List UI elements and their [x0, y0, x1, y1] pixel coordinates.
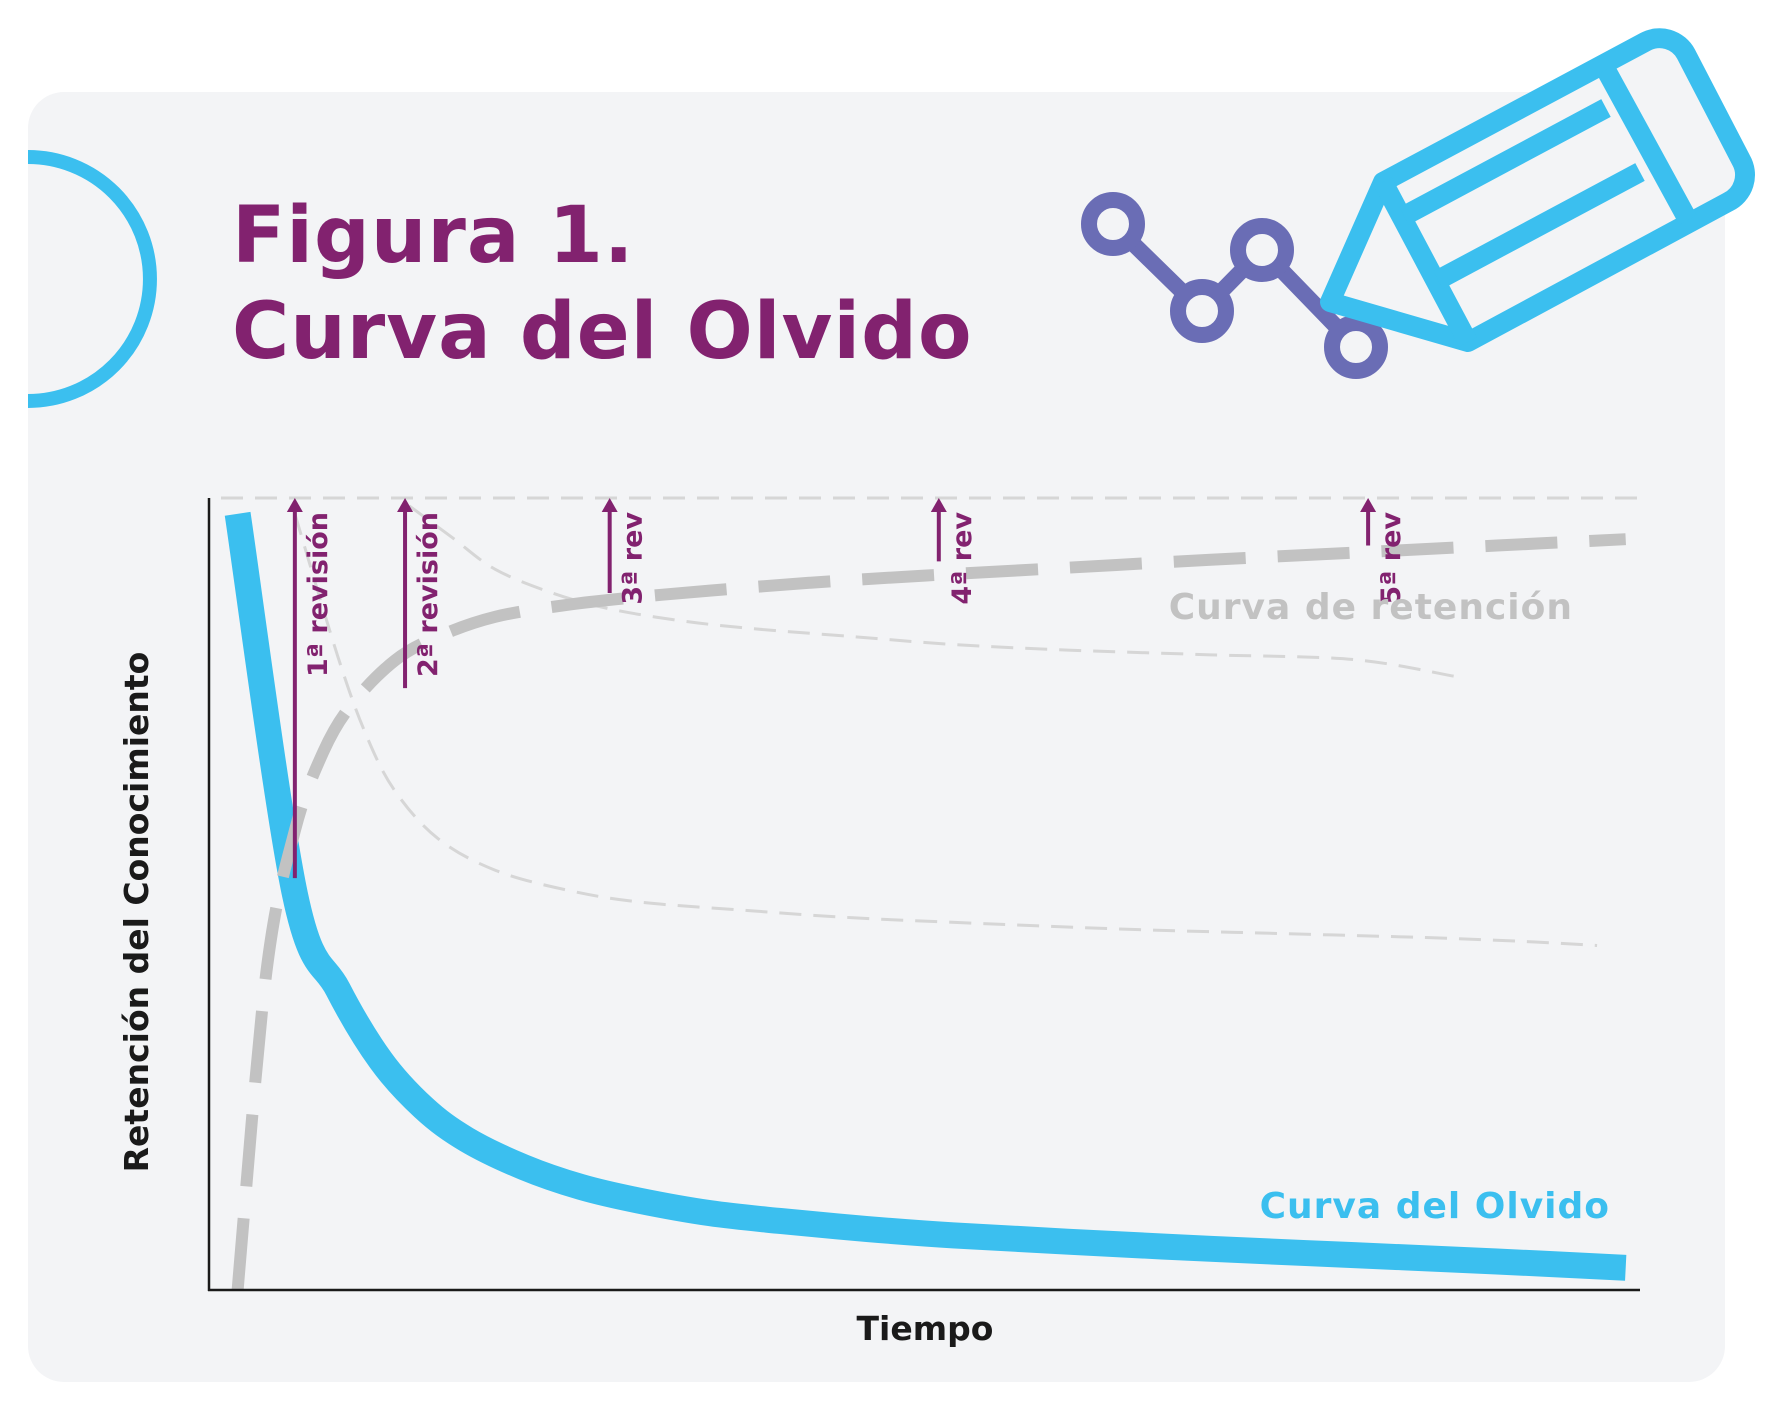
review-arrow-5: 5ª rev — [1360, 498, 1407, 605]
review-arrow-head — [397, 498, 414, 512]
series-label-retention: Curva de retención — [1169, 587, 1573, 628]
review-label: 5ª rev — [1376, 512, 1407, 605]
review-arrow-2: 2ª revisión — [397, 498, 444, 689]
review-arrow-4: 4ª rev — [930, 498, 978, 605]
review-label: 3ª rev — [618, 512, 649, 605]
review-arrows: 1ª revisión 2ª revisión 3ª rev 4ª rev 5ª rev — [286, 498, 1407, 879]
review-arrow-head — [286, 498, 303, 512]
half-circle-icon — [27, 150, 157, 408]
series-label-forgetting: Curva del Olvido — [1260, 1186, 1610, 1227]
review-arrow-1: 1ª revisión — [286, 498, 334, 879]
review-label: 1ª revisión — [303, 512, 334, 677]
review-arrow-head — [601, 498, 618, 512]
page-title: Figura 1. Curva del Olvido — [232, 188, 973, 380]
x-axis-label: Tiempo — [857, 1309, 994, 1348]
review-label: 2ª revisión — [413, 512, 444, 677]
series-line-3 — [408, 504, 1455, 678]
title-line-2: Curva del Olvido — [232, 287, 973, 377]
review-label: 4ª rev — [947, 512, 978, 605]
pencil-icon — [1320, 28, 1755, 352]
review-arrow-3: 3ª rev — [601, 498, 649, 605]
review-arrow-head — [1360, 498, 1377, 512]
review-arrow-head — [930, 498, 947, 512]
series-line-0 — [224, 511, 1627, 1281]
series-line-2 — [293, 513, 1598, 947]
plot-area: 1ª revisión 2ª revisión 3ª rev 4ª rev 5ª rev — [207, 496, 1640, 1292]
title-line-1: Figura 1. — [232, 191, 635, 281]
series-line-1 — [231, 533, 1626, 1291]
y-axis-label: Retención del Conocimiento — [117, 652, 156, 1173]
line-chart-icon — [1081, 192, 1388, 379]
